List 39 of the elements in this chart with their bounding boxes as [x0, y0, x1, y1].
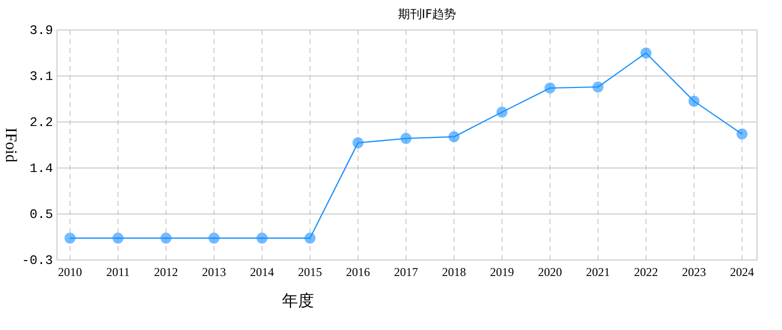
y-tick-label: 2.2	[30, 115, 53, 130]
x-tick-label: 2013	[202, 265, 226, 279]
point	[496, 106, 508, 118]
point	[256, 232, 268, 244]
x-tick-label: 2017	[394, 265, 418, 279]
point	[592, 81, 604, 92]
y-tick-label: 0.5	[30, 207, 53, 222]
point	[112, 232, 124, 244]
point	[208, 232, 220, 244]
x-tick-label: 2019	[490, 265, 514, 279]
point	[64, 232, 76, 244]
y-tick-label: 1.4	[30, 161, 54, 176]
y-axis-title: IFoid	[2, 128, 19, 162]
x-tick-label: 2018	[442, 265, 466, 279]
x-tick-label: 2022	[634, 265, 658, 279]
x-tick-label: 2024	[730, 265, 754, 279]
x-tick-label: 2015	[298, 265, 322, 279]
point	[736, 128, 748, 140]
point	[448, 131, 460, 142]
x-tick-label: 2012	[154, 265, 178, 279]
point	[160, 232, 172, 244]
chart-title: 期刊IF趋势	[398, 7, 456, 21]
x-tick-label: 2020	[538, 265, 562, 279]
point	[400, 132, 412, 144]
x-tick-label: 2011	[106, 265, 130, 279]
y-tick-label: 3.9	[30, 23, 53, 38]
x-tick-label: 2021	[586, 265, 610, 279]
point	[640, 48, 652, 58]
x-tick-label: 2023	[682, 265, 706, 279]
x-tick-label: 2014	[250, 265, 274, 279]
point	[352, 137, 364, 148]
point	[688, 96, 700, 107]
x-tick-label: 2010	[58, 265, 82, 279]
x-axis-title: 年度	[282, 291, 314, 310]
y-tick-label: 3.1	[30, 69, 54, 84]
x-tick-label: 2016	[346, 265, 370, 279]
point	[304, 232, 316, 244]
point	[544, 82, 556, 94]
y-tick-label: -0.3	[22, 253, 53, 268]
